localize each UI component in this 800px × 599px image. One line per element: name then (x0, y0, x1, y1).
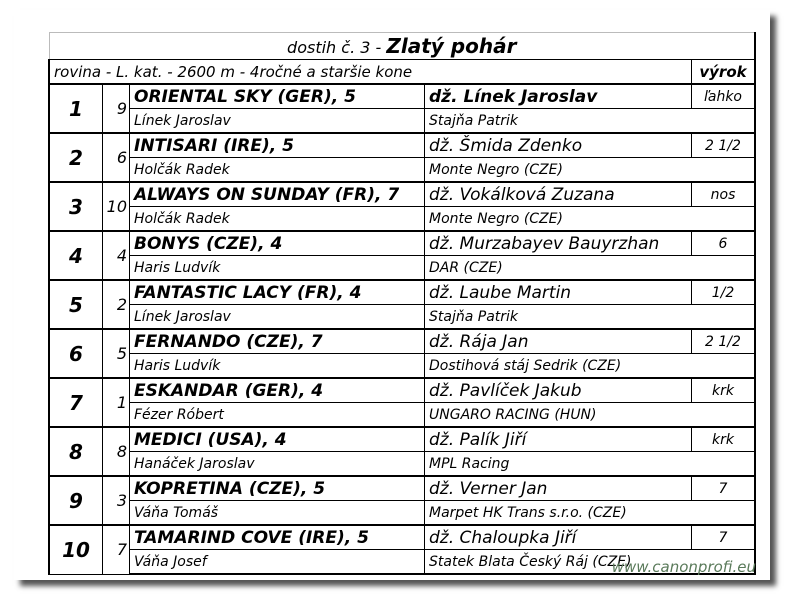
trainer-name: Fézer Róbert (129, 402, 425, 428)
result-margin: 2 1/2 (691, 132, 756, 158)
owner-name: MPL Racing (424, 451, 756, 477)
start-number: 2 (102, 279, 130, 330)
result-margin: 1/2 (691, 279, 756, 305)
start-number: 10 (102, 181, 130, 232)
horse-name: ESKANDAR (GER), 4 (129, 377, 425, 403)
result-subrow: Haris Ludvík Dostihová stáj Sedrik (CZE) (49, 353, 756, 379)
race-title: dostih č. 3 - Zlatý pohár (48, 32, 756, 60)
result-row: 4 4 BONYS (CZE), 4 dž. Murzabayev Bauyrz… (48, 230, 756, 281)
jockey-name: dž. Pavlíček Jakub (424, 377, 692, 403)
horse-name: ALWAYS ON SUNDAY (FR), 7 (129, 181, 425, 207)
owner-name: Monte Negro (CZE) (424, 206, 756, 232)
result-subrow: Línek Jaroslav Stajňa Patrik (49, 304, 756, 330)
horse-name: INTISARI (IRE), 5 (129, 132, 425, 158)
result-margin: 7 (691, 524, 756, 550)
jockey-name: dž. Rája Jan (424, 328, 692, 354)
document-page: dostih č. 3 - Zlatý pohár rovina - L. ka… (14, 10, 770, 580)
jockey-name: dž. Verner Jan (424, 475, 692, 501)
result-row: 8 8 MEDICI (USA), 4 dž. Palík Jiří krk (48, 426, 756, 477)
start-number: 4 (102, 230, 130, 281)
result-subrow: Haris Ludvík DAR (CZE) (49, 255, 756, 281)
start-number: 8 (102, 426, 130, 477)
finish-position: 5 (48, 279, 103, 330)
result-row: 7 1 ESKANDAR (GER), 4 dž. Pavlíček Jakub… (48, 377, 756, 428)
result-subrow: Holčák Radek Monte Negro (CZE) (49, 157, 756, 183)
result-subrow: Holčák Radek Monte Negro (CZE) (49, 206, 756, 232)
result-row: 3 10 ALWAYS ON SUNDAY (FR), 7 dž. Vokálk… (48, 181, 756, 232)
horse-name: ORIENTAL SKY (GER), 5 (129, 83, 425, 109)
result-subrow: Váňa Tomáš Marpet HK Trans s.r.o. (CZE) (49, 500, 756, 526)
jockey-name: dž. Vokálková Zuzana (424, 181, 692, 207)
trainer-name: Váňa Josef (129, 549, 425, 575)
start-number: 3 (102, 475, 130, 526)
jockey-name: dž. Murzabayev Bauyrzhan (424, 230, 692, 256)
owner-name: Stajňa Patrik (424, 304, 756, 330)
start-number: 5 (102, 328, 130, 379)
finish-position: 8 (48, 426, 103, 477)
owner-name: DAR (CZE) (424, 255, 756, 281)
trainer-name: Haris Ludvík (129, 255, 425, 281)
jockey-name: dž. Chaloupka Jiří (424, 524, 692, 550)
horse-name: TAMARIND COVE (IRE), 5 (129, 524, 425, 550)
trainer-name: Haris Ludvík (129, 353, 425, 379)
watermark: www.canonprofi.eu (611, 558, 756, 576)
start-number: 9 (102, 83, 130, 134)
result-subrow: Fézer Róbert UNGARO RACING (HUN) (49, 402, 756, 428)
trainer-name: Váňa Tomáš (129, 500, 425, 526)
finish-position: 2 (48, 132, 103, 183)
result-margin: krk (691, 377, 756, 403)
result-row: 1 9 ORIENTAL SKY (GER), 5 dž. Línek Jaro… (48, 83, 756, 134)
jockey-name: dž. Línek Jaroslav (424, 83, 692, 109)
finish-position: 7 (48, 377, 103, 428)
result-header: výrok (691, 59, 756, 85)
horse-name: KOPRETINA (CZE), 5 (129, 475, 425, 501)
race-number: dostih č. 3 - (287, 38, 382, 57)
result-row: 9 3 KOPRETINA (CZE), 5 dž. Verner Jan 7 (48, 475, 756, 526)
start-number: 7 (102, 524, 130, 575)
jockey-name: dž. Palík Jiří (424, 426, 692, 452)
trainer-name: Holčák Radek (129, 157, 425, 183)
result-subrow: Hanáček Jaroslav MPL Racing (49, 451, 756, 477)
finish-position: 4 (48, 230, 103, 281)
horse-name: FERNANDO (CZE), 7 (129, 328, 425, 354)
start-number: 6 (102, 132, 130, 183)
owner-name: Stajňa Patrik (424, 108, 756, 134)
finish-position: 3 (48, 181, 103, 232)
jockey-name: dž. Laube Martin (424, 279, 692, 305)
result-margin: nos (691, 181, 756, 207)
jockey-name: dž. Šmida Zdenko (424, 132, 692, 158)
result-margin: 2 1/2 (691, 328, 756, 354)
result-row: 5 2 FANTASTIC LACY (FR), 4 dž. Laube Mar… (48, 279, 756, 330)
trainer-name: Holčák Radek (129, 206, 425, 232)
result-row: 2 6 INTISARI (IRE), 5 dž. Šmida Zdenko 2… (48, 132, 756, 183)
finish-position: 9 (48, 475, 103, 526)
result-margin: krk (691, 426, 756, 452)
finish-position: 10 (48, 524, 103, 575)
trainer-name: Línek Jaroslav (129, 304, 425, 330)
race-name: Zlatý pohár (386, 34, 517, 58)
trainer-name: Hanáček Jaroslav (129, 451, 425, 477)
race-results-table: dostih č. 3 - Zlatý pohár rovina - L. ka… (48, 32, 756, 575)
result-row: 10 7 TAMARIND COVE (IRE), 5 dž. Chaloupk… (48, 524, 756, 575)
start-number: 1 (102, 377, 130, 428)
result-row: 6 5 FERNANDO (CZE), 7 dž. Rája Jan 2 1/2 (48, 328, 756, 379)
owner-name: Marpet HK Trans s.r.o. (CZE) (424, 500, 756, 526)
race-conditions: rovina - L. kat. - 2600 m - 4ročné a sta… (48, 59, 692, 85)
result-subrow: Línek Jaroslav Stajňa Patrik (49, 108, 756, 134)
owner-name: UNGARO RACING (HUN) (424, 402, 756, 428)
owner-name: Monte Negro (CZE) (424, 157, 756, 183)
owner-name: Statek Blata Český Ráj (CZE) (424, 549, 756, 575)
horse-name: FANTASTIC LACY (FR), 4 (129, 279, 425, 305)
owner-name: Dostihová stáj Sedrik (CZE) (424, 353, 756, 379)
result-margin: 7 (691, 475, 756, 501)
result-subrow: Váňa Josef Statek Blata Český Ráj (CZE) (49, 549, 756, 575)
finish-position: 1 (48, 83, 103, 134)
result-margin: ľahko (691, 83, 756, 109)
result-margin: 6 (691, 230, 756, 256)
finish-position: 6 (48, 328, 103, 379)
horse-name: BONYS (CZE), 4 (129, 230, 425, 256)
horse-name: MEDICI (USA), 4 (129, 426, 425, 452)
trainer-name: Línek Jaroslav (129, 108, 425, 134)
